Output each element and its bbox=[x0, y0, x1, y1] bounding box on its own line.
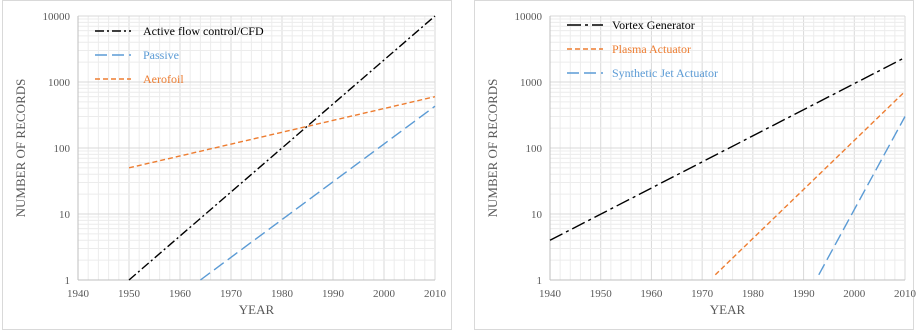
x-tick-label: 2000 bbox=[843, 288, 866, 300]
legend: Active flow control/CFD Passive Aerofoil bbox=[95, 24, 264, 86]
y-tick-label: 1000 bbox=[520, 77, 543, 89]
gridlines bbox=[549, 15, 906, 281]
x-tick-label: 1940 bbox=[67, 288, 90, 300]
series-line bbox=[714, 90, 906, 276]
series-line bbox=[549, 56, 906, 241]
x-tick-label: 1950 bbox=[118, 288, 141, 300]
series-line bbox=[199, 105, 436, 281]
x-tick-label: 2000 bbox=[373, 288, 396, 300]
chart-right: 1940 1950 1960 1970 1980 1990 2000 2010 1 10 100 10… bbox=[485, 11, 917, 317]
y-tick-label: 10 bbox=[531, 209, 543, 221]
y-tick-label: 10000 bbox=[43, 11, 71, 23]
y-tick-label: 1000 bbox=[48, 77, 71, 89]
x-tick-label: 1940 bbox=[539, 288, 562, 300]
x-tick-label: 2010 bbox=[424, 288, 447, 300]
x-tick-label: 1980 bbox=[271, 288, 294, 300]
y-tick-label: 10 bbox=[59, 209, 71, 221]
legend-label: Synthetic Jet Actuator bbox=[612, 66, 718, 80]
chart-left: 1940 1950 1960 1970 1980 1990 2000 2010 1 10 100 10… bbox=[13, 11, 447, 317]
x-tick-label: 1960 bbox=[169, 288, 192, 300]
chart-panel-left: 1940 1950 1960 1970 1980 1990 2000 2010 1 10 100 10… bbox=[2, 0, 452, 330]
x-tick-label: 1970 bbox=[691, 288, 714, 300]
y-axis-title: NUMBER OF RECORDS bbox=[13, 79, 28, 218]
y-tick-label: 1 bbox=[65, 275, 71, 287]
x-axis-title: YEAR bbox=[710, 302, 746, 317]
legend-label: Plasma Actuator bbox=[612, 42, 691, 56]
legend: Vortex Generator Plasma Actuator Synthetic… bbox=[567, 18, 718, 80]
y-tick-label: 100 bbox=[54, 143, 71, 155]
series-line bbox=[128, 15, 436, 281]
legend-label: Vortex Generator bbox=[612, 18, 695, 32]
x-tick-label: 2010 bbox=[894, 288, 917, 300]
legend-label: Passive bbox=[143, 48, 179, 62]
x-tick-label: 1960 bbox=[640, 288, 663, 300]
y-tick-label: 10000 bbox=[515, 11, 543, 23]
y-tick-label: 100 bbox=[526, 143, 543, 155]
x-tick-label: 1990 bbox=[322, 288, 345, 300]
series-line bbox=[818, 116, 906, 276]
series-line bbox=[128, 95, 436, 169]
x-tick-label: 1990 bbox=[793, 288, 816, 300]
x-tick-label: 1970 bbox=[220, 288, 243, 300]
y-axis-title: NUMBER OF RECORDS bbox=[485, 79, 500, 218]
chart-panel-right: 1940 1950 1960 1970 1980 1990 2000 2010 1 10 100 10… bbox=[474, 0, 917, 330]
legend-label: Aerofoil bbox=[143, 72, 184, 86]
x-tick-label: 1980 bbox=[742, 288, 765, 300]
x-axis-title: YEAR bbox=[239, 302, 275, 317]
x-tick-label: 1950 bbox=[590, 288, 613, 300]
gridlines bbox=[77, 15, 436, 281]
y-tick-label: 1 bbox=[537, 275, 543, 287]
legend-label: Active flow control/CFD bbox=[143, 24, 264, 38]
